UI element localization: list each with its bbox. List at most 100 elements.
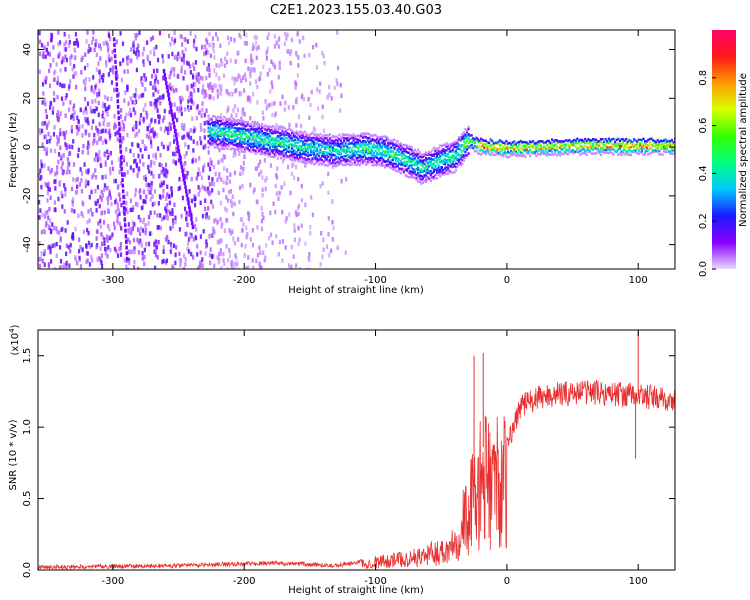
spectrogram-cell — [134, 110, 137, 116]
spectrogram-cell — [290, 143, 294, 147]
spectrogram-cell — [135, 99, 138, 105]
spectrogram-cell — [319, 158, 322, 162]
spectrogram-cell — [169, 249, 172, 254]
spectrogram-cell — [506, 150, 510, 154]
spectrogram-cell — [168, 101, 172, 106]
spectrogram-cell — [199, 136, 202, 141]
spectrogram-cell — [125, 251, 129, 256]
spectrogram-cell — [544, 152, 547, 156]
spectrogram-cell — [254, 122, 257, 125]
spectrogram-cell — [214, 171, 217, 177]
spectrogram-cell — [277, 251, 280, 257]
spectrogram-cell — [237, 146, 240, 151]
spectrogram-cell — [212, 49, 216, 54]
spectrogram-cell — [390, 146, 393, 149]
spectrogram-cell — [309, 145, 313, 148]
spectrogram-cell — [89, 47, 92, 52]
spectrogram-cell — [530, 140, 533, 144]
spectrogram-cell — [136, 237, 139, 243]
spectrogram-cell — [424, 153, 428, 156]
spectrogram-cell — [281, 155, 284, 158]
spectrogram-cell — [434, 164, 437, 168]
spectrogram-cell — [273, 142, 276, 146]
spectrogram-cell — [261, 144, 264, 148]
spectrogram-cell — [70, 115, 73, 120]
spectrogram-y-axis-label: Frequency (Hz) — [8, 112, 19, 188]
spectrogram-cell — [156, 255, 159, 260]
spectrogram-cell — [516, 145, 519, 149]
spectrogram-cell — [393, 143, 396, 146]
spectrogram-cell — [95, 106, 98, 112]
spectrogram-cell — [418, 160, 421, 163]
spectrogram-cell — [68, 263, 71, 268]
spectrogram-cell — [636, 152, 639, 155]
snr-y-axis-label: SNR (10 * v/v) — [8, 419, 19, 490]
spectrogram-cell — [642, 153, 645, 156]
spectrogram-cell — [249, 123, 253, 126]
spectrogram-cell — [187, 61, 190, 67]
spectrogram-cell — [409, 156, 412, 160]
spectrogram-cell — [122, 136, 125, 141]
spectrogram-cell — [278, 60, 281, 66]
spectrogram-cell — [242, 122, 245, 125]
spectrogram-cell — [347, 154, 350, 157]
spectrogram-cell — [393, 165, 396, 169]
spectrogram-cell — [169, 242, 173, 247]
spectrogram-cell — [147, 187, 150, 193]
spectrogram-cell — [135, 162, 138, 168]
spectrogram-cell — [354, 154, 357, 157]
spectrogram-cell — [322, 155, 325, 158]
spectrogram-cell — [481, 151, 484, 154]
spectrogram-cell — [207, 150, 210, 155]
spectrogram-cell — [443, 160, 447, 164]
spectrogram-cell — [155, 103, 158, 109]
spectrogram-cell — [81, 213, 85, 219]
spectrogram-cell — [162, 75, 165, 81]
spectrogram-cell — [423, 154, 426, 157]
spectrogram-cell — [52, 106, 55, 111]
spectrogram-cell — [410, 160, 413, 163]
spectrogram-cell — [261, 139, 264, 143]
spectrogram-cell — [106, 149, 109, 154]
spectrogram-cell — [426, 164, 429, 168]
spectrogram-cell — [469, 139, 472, 142]
spectrogram-cell — [437, 173, 440, 177]
spectrogram-cell — [432, 177, 436, 180]
spectrogram-cell — [100, 241, 104, 247]
spectrogram-cell — [511, 153, 514, 156]
spectrogram-cell — [621, 141, 625, 144]
spectrogram-cell — [335, 135, 338, 138]
spectrogram-cell — [137, 49, 140, 55]
spectrogram-cell — [510, 143, 513, 146]
spectrogram-cell — [212, 128, 215, 131]
spectrogram-cell — [220, 238, 223, 243]
spectrogram-cell — [445, 145, 448, 148]
spectrogram-cell — [235, 136, 238, 140]
spectrogram-cell — [626, 153, 629, 157]
spectrogram-cell — [93, 138, 96, 143]
spectrogram-y-tick-label: 0 — [22, 144, 33, 150]
spectrogram-cell — [166, 215, 169, 221]
spectrogram-cell — [297, 160, 300, 163]
spectrogram-cell — [84, 52, 87, 57]
spectrogram-cell — [226, 147, 229, 150]
spectrogram-cell — [134, 35, 137, 41]
spectrogram-cell — [168, 121, 171, 127]
spectrogram-cell — [656, 138, 659, 142]
spectrogram-cell — [453, 165, 456, 168]
spectrogram-cell — [547, 146, 551, 149]
spectrogram-cell — [156, 225, 159, 230]
spectrogram-cell — [669, 150, 672, 153]
spectrogram-cell — [325, 164, 328, 167]
spectrogram-cell — [450, 165, 453, 169]
spectrogram-cell — [295, 156, 298, 159]
spectrogram-cell — [563, 145, 566, 149]
spectrogram-cell — [203, 112, 206, 118]
spectrogram-cell — [669, 142, 672, 145]
spectrogram-cell — [593, 140, 596, 144]
spectrogram-cell — [620, 153, 623, 157]
spectrogram-cell — [215, 142, 218, 145]
spectrogram-cell — [145, 110, 148, 116]
spectrogram-cell — [368, 150, 371, 154]
spectrogram-cell — [499, 146, 502, 150]
